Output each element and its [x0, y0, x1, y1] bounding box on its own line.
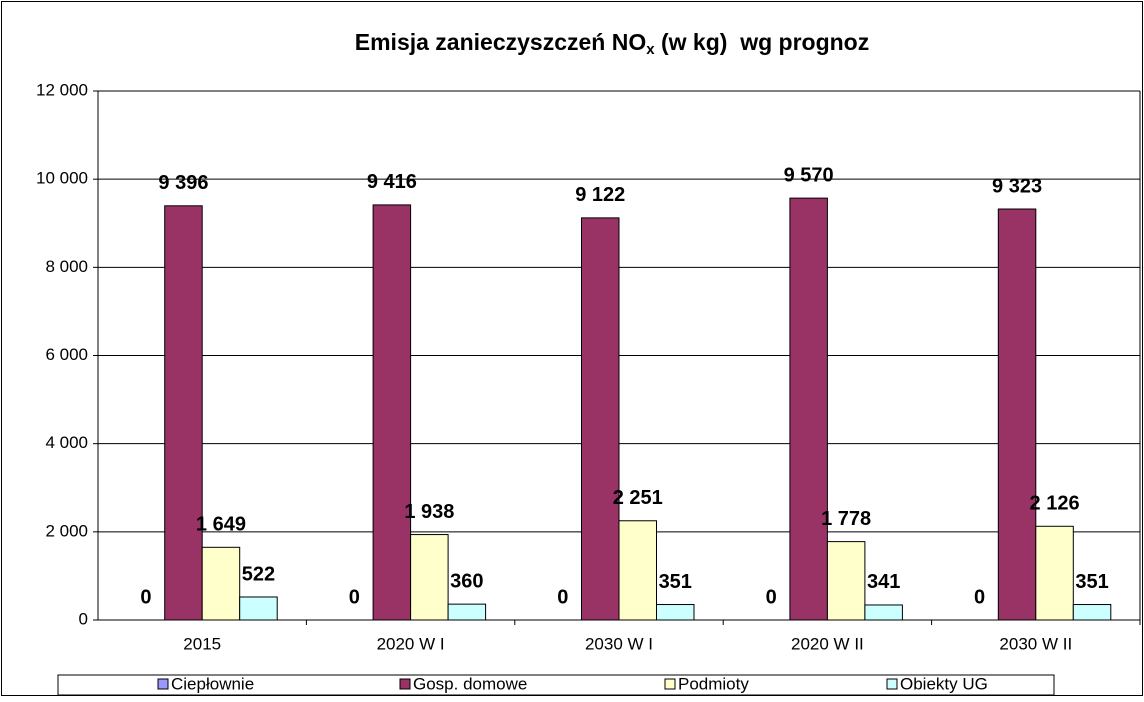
bar	[372, 204, 412, 621]
y-tick-label: 2 000	[45, 521, 88, 540]
legend-swatch	[399, 678, 411, 690]
bar	[789, 197, 828, 621]
bar	[581, 217, 620, 621]
data-label: 1 649	[196, 514, 246, 536]
bar	[656, 604, 695, 621]
data-label: 0	[557, 586, 568, 608]
bar	[164, 205, 203, 621]
chart-title: Emisja zanieczyszczeń NOx (w kg) wg prog…	[355, 29, 869, 58]
y-tick-label: 8 000	[45, 257, 88, 276]
y-tick-label: 6 000	[45, 345, 88, 364]
data-label: 0	[349, 586, 360, 608]
data-label: 522	[242, 563, 275, 585]
bar	[239, 596, 278, 621]
data-label: 2 251	[613, 487, 663, 509]
data-label: 2 126	[1030, 493, 1080, 515]
data-label: 1 938	[404, 501, 454, 523]
bar	[1035, 525, 1074, 621]
x-tick-label: 2030 W II	[999, 634, 1072, 653]
bar	[410, 534, 449, 621]
x-tick-label: 2020 W II	[791, 634, 864, 653]
data-label: 351	[659, 571, 692, 593]
data-label: 0	[974, 586, 985, 608]
y-tick-label: 12 000	[36, 80, 88, 99]
legend-swatch	[886, 678, 898, 690]
legend-swatch	[157, 678, 169, 690]
data-label: 9 396	[158, 172, 208, 194]
bar	[618, 520, 657, 621]
y-tick-label: 10 000	[36, 169, 88, 188]
bar	[997, 208, 1037, 621]
bar	[1072, 604, 1112, 621]
data-label: 9 122	[575, 184, 625, 206]
legend-box	[57, 674, 1055, 696]
bar	[864, 604, 903, 621]
bar	[201, 546, 241, 621]
y-tick-label: 4 000	[45, 433, 88, 452]
data-label: 351	[1075, 571, 1108, 593]
legend-label: Ciepłownie	[171, 674, 254, 693]
legend-swatch	[664, 678, 676, 690]
data-label: 0	[140, 586, 151, 608]
data-label: 9 416	[367, 171, 417, 193]
legend-label: Podmioty	[678, 674, 749, 693]
x-tick-label: 2015	[183, 634, 221, 653]
legend-label: Obiekty UG	[900, 674, 988, 693]
data-label: 1 778	[821, 508, 871, 530]
bar	[447, 603, 487, 621]
y-tick-label: 0	[79, 609, 88, 628]
data-label: 9 323	[992, 175, 1042, 197]
x-tick-label: 2030 W I	[585, 634, 653, 653]
title-part: Emisja zanieczyszczeń NO	[355, 29, 646, 55]
legend-label: Gosp. domowe	[413, 674, 527, 693]
data-label: 9 570	[784, 164, 834, 186]
data-label: 0	[766, 586, 777, 608]
bar	[826, 541, 866, 621]
data-label: 341	[867, 571, 900, 593]
title-part: (w kg) wg prognoz	[655, 29, 870, 55]
data-label: 360	[450, 570, 483, 592]
title-subscript: x	[646, 41, 655, 58]
x-tick-label: 2020 W I	[377, 634, 445, 653]
